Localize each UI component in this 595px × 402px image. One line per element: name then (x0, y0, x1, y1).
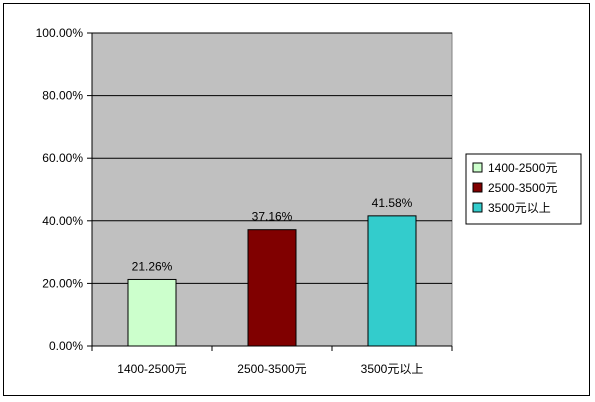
data-label: 41.58% (372, 196, 413, 210)
legend-label: 3500元以上 (488, 201, 551, 215)
legend-swatch (472, 162, 483, 173)
legend-swatch (472, 182, 483, 193)
data-label: 21.26% (132, 259, 173, 273)
y-tick-label: 0.00% (49, 339, 83, 353)
legend: 1400-2500元 2500-3500元 3500元以上 (465, 153, 582, 225)
x-tick-label: 1400-2500元 (117, 362, 186, 376)
legend-swatch (472, 202, 483, 213)
legend-label: 2500-3500元 (488, 181, 557, 195)
y-tick-label: 20.00% (42, 276, 83, 290)
x-axis: 1400-2500元 2500-3500元 3500元以上 (91, 345, 453, 376)
y-tick-label: 60.00% (42, 151, 83, 165)
y-tick-label: 100.00% (36, 26, 84, 40)
x-tick-label: 2500-3500元 (237, 362, 306, 376)
legend-label: 1400-2500元 (488, 161, 557, 175)
x-tick-label: 3500元以上 (361, 362, 424, 376)
legend-box (465, 153, 582, 225)
data-labels: 21.26% 37.16% 41.58% (132, 196, 413, 274)
bar (367, 215, 417, 347)
bar (247, 229, 297, 347)
y-tick-label: 40.00% (42, 214, 83, 228)
bar (127, 278, 177, 347)
y-axis: 0.00% 20.00% 40.00% 60.00% 80.00% 100.00% (36, 26, 93, 353)
y-tick-label: 80.00% (42, 89, 83, 103)
data-label: 37.16% (252, 210, 293, 224)
bars (127, 215, 417, 347)
